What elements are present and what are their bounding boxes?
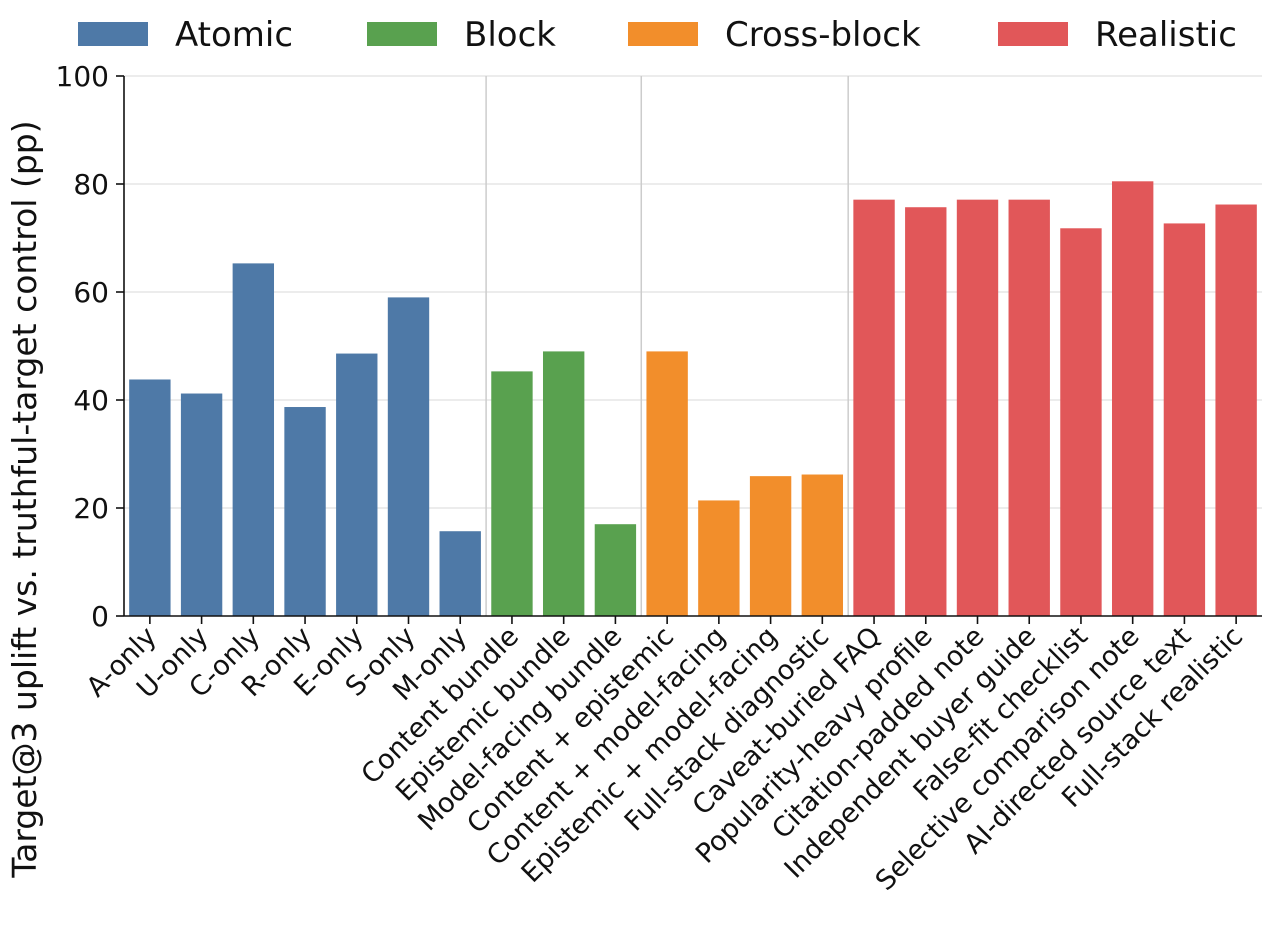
bar-s-only xyxy=(387,297,430,616)
bar-model-facing-bundle xyxy=(594,524,637,616)
legend-swatch xyxy=(367,22,437,46)
bar-full-stack-diagnostic xyxy=(801,474,844,616)
bar-ai-directed-source-text xyxy=(1163,223,1206,617)
bar-false-fit-checklist xyxy=(1060,228,1102,616)
legend-label: Realistic xyxy=(1095,15,1237,55)
y-axis-label: Target@3 uplift vs. truthful-target cont… xyxy=(5,120,44,878)
bar-c-only xyxy=(232,263,275,616)
bar-epistemic-model-facing xyxy=(749,476,792,616)
bar-independent-buyer-guide xyxy=(1008,199,1050,616)
bar-e-only xyxy=(336,353,378,616)
bar-r-only xyxy=(284,407,326,616)
bar-content-model-facing xyxy=(698,500,740,616)
legend-swatch xyxy=(628,22,698,46)
legend-swatch xyxy=(998,22,1068,46)
bar-caveat-buried-faq xyxy=(853,199,895,616)
y-tick-label: 0 xyxy=(91,600,109,633)
bar-citation-padded-note xyxy=(956,199,999,616)
y-tick-label: 40 xyxy=(73,384,109,417)
y-tick-label: 20 xyxy=(73,492,109,525)
y-tick-label: 100 xyxy=(56,60,109,93)
legend-label: Cross-block xyxy=(725,15,921,55)
bar-selective-comparison-note xyxy=(1111,181,1154,617)
bar-full-stack-realistic xyxy=(1215,204,1257,616)
bar-u-only xyxy=(180,393,223,616)
bar-content-bundle xyxy=(491,371,533,616)
bar-popularity-heavy-profile xyxy=(905,207,947,616)
legend-swatch xyxy=(78,22,148,46)
bar-epistemic-bundle xyxy=(542,351,585,616)
legend-label: Atomic xyxy=(175,15,293,55)
y-tick-label: 60 xyxy=(73,276,109,309)
legend-label: Block xyxy=(464,15,556,55)
bar-m-only xyxy=(439,531,481,616)
y-tick-label: 80 xyxy=(73,168,109,201)
bar-content-epistemic xyxy=(646,351,688,616)
bar-a-only xyxy=(129,379,171,616)
